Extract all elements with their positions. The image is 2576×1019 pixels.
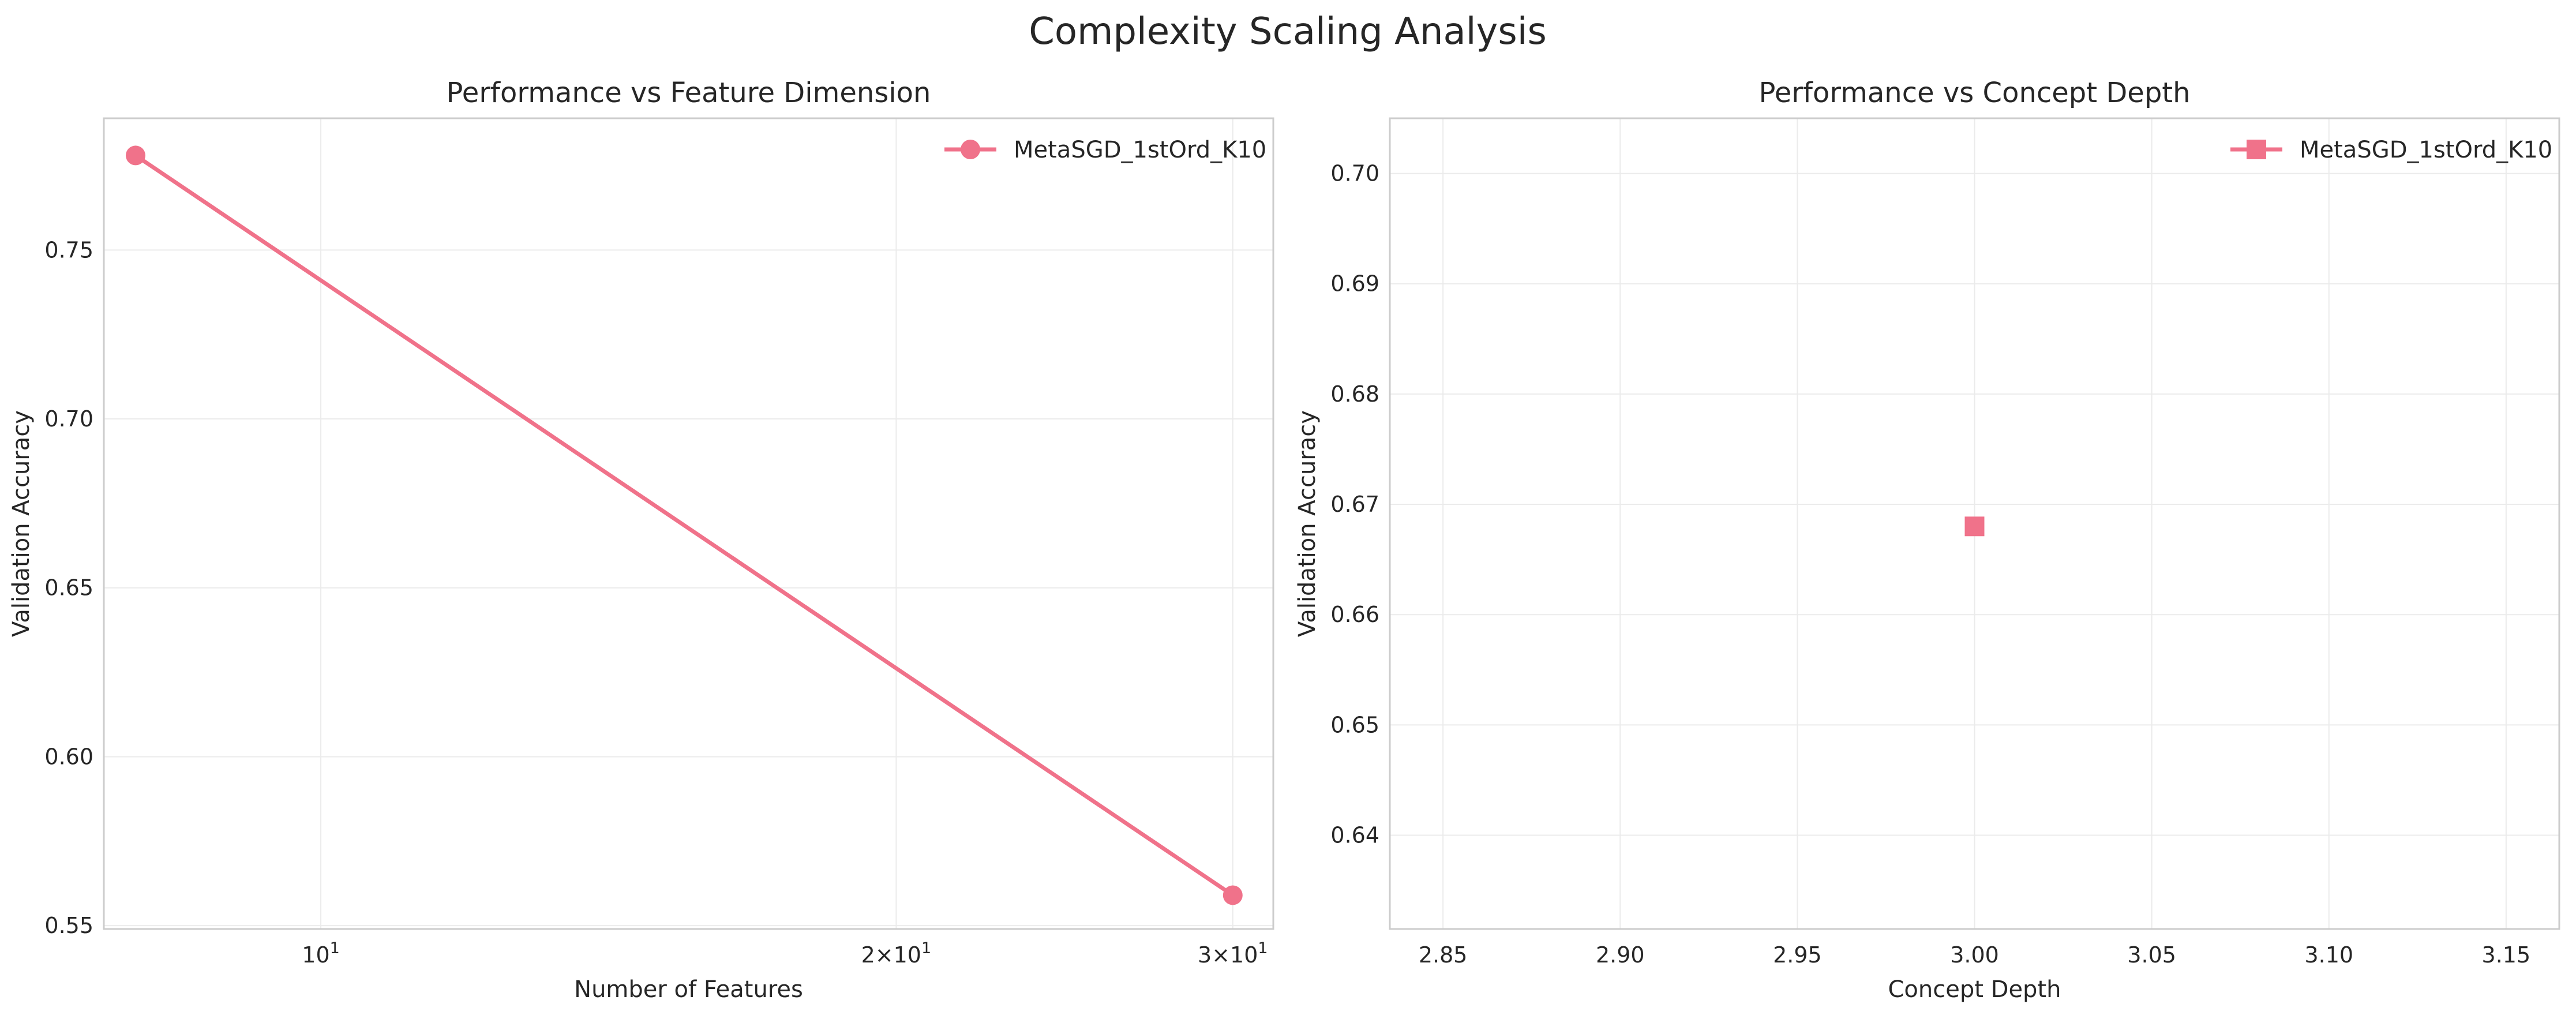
x-tick-label: 3.10 [2304,942,2353,968]
x-tick-label: 2.85 [1419,942,1468,968]
subplot-title: Performance vs Concept Depth [1758,77,2190,109]
legend-marker [961,140,980,159]
axes-frame [103,117,1274,930]
y-tick-label: 0.70 [44,406,93,432]
y-axis-label: Validation Accuracy [8,410,35,637]
data-point [1223,885,1243,905]
legend-marker [2247,140,2266,159]
x-tick-label: 2×101 [861,939,932,968]
legend-label: MetaSGD_1stOrd_K10 [1014,137,1266,163]
x-tick-label: 3.15 [2482,942,2531,968]
x-tick-label: 101 [302,939,340,968]
y-tick-label: 0.55 [44,913,93,938]
subplot-concept-depth: Performance vs Concept Depth 2.85 2.90 2.95… [1294,77,2560,1003]
y-tick-label: 0.60 [44,744,93,769]
data-point [125,145,145,166]
x-axis-label: Number of Features [574,976,803,1003]
axes-frame [1389,117,2560,930]
subplot-title: Performance vs Feature Dimension [447,77,931,109]
y-tick-label: 0.69 [1330,271,1379,297]
y-tick-label: 0.64 [1330,823,1379,848]
y-tick-label: 0.70 [1330,161,1379,186]
x-tick-label: 2.95 [1773,942,1822,968]
x-tick-label: 3.05 [2127,942,2176,968]
x-tick-label: 3.00 [1950,942,1999,968]
legend-label: MetaSGD_1stOrd_K10 [2300,137,2552,163]
y-tick-label: 0.68 [1330,381,1379,407]
subplot-feature-dimension: Performance vs Feature Dimension 101 2×101… [8,77,1274,1003]
x-tick-label: 2.90 [1596,942,1645,968]
x-axis-label: Concept Depth [1888,976,2061,1003]
x-tick-label: 3×101 [1198,939,1268,968]
legend: MetaSGD_1stOrd_K10 [944,137,1266,163]
y-axis-label: Validation Accuracy [1294,410,1321,637]
series-line [133,153,1235,897]
y-tick-label: 0.65 [1330,712,1379,737]
figure-title: Complexity Scaling Analysis [1029,10,1547,53]
y-tick-label: 0.66 [1330,602,1379,627]
y-tick-label: 0.65 [44,575,93,601]
legend: MetaSGD_1stOrd_K10 [2230,137,2552,163]
y-tick-label: 0.75 [44,237,93,263]
y-tick-label: 0.67 [1330,492,1379,517]
data-point [1964,516,1985,537]
